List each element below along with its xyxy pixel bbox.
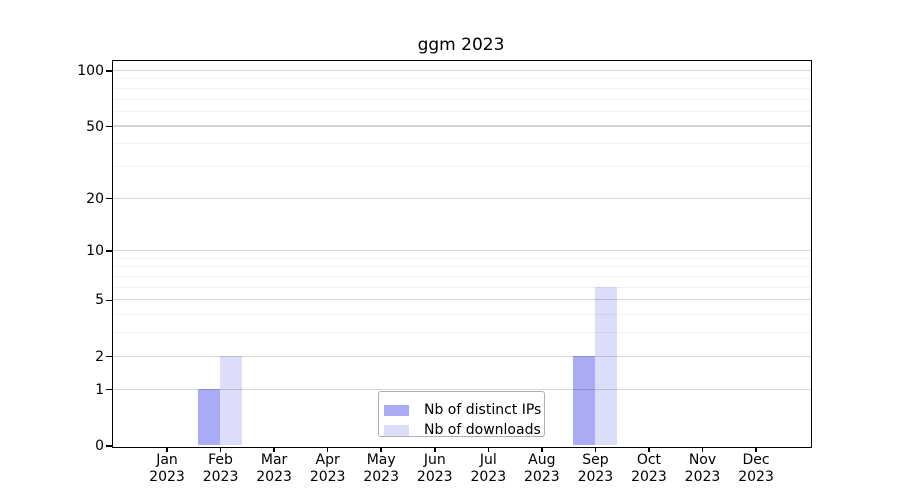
y-tick-50	[106, 125, 112, 128]
gridline-major-2	[112, 355, 811, 357]
x-tick-sep	[594, 447, 597, 452]
plot-area	[111, 59, 812, 448]
gridline-minor-30	[112, 165, 811, 167]
gridline-major-5	[112, 299, 811, 301]
gridline-minor-4	[112, 314, 811, 316]
y-tick-2	[106, 355, 112, 358]
legend-item-distinct-ips: Nb of distinct IPs	[379, 400, 544, 420]
gridline-minor-40	[112, 143, 811, 145]
legend: Nb of distinct IPs Nb of downloads	[378, 391, 545, 440]
y-tick-label-5: 5	[95, 292, 104, 309]
gridline-minor-6	[112, 286, 811, 288]
gridline-minor-8	[112, 266, 811, 268]
gridline-major-100	[112, 69, 811, 72]
gridline-minor-90	[112, 78, 811, 80]
gridline-major-10	[112, 250, 811, 252]
x-tick-label-jul: Jul 2023	[470, 452, 507, 485]
gridline-major-50	[112, 125, 811, 127]
gridline-minor-80	[112, 87, 811, 89]
x-tick-label-jan: Jan 2023	[149, 452, 185, 485]
x-tick-nov	[701, 447, 704, 452]
x-tick-label-mar: Mar 2023	[256, 452, 292, 485]
y-tick-1	[106, 388, 112, 391]
gridline-minor-60	[112, 110, 811, 112]
x-tick-label-aug: Aug 2023	[524, 452, 560, 485]
legend-label-distinct-ips: Nb of distinct IPs	[424, 402, 542, 418]
y-tick-label-0: 0	[95, 438, 104, 454]
x-tick-jul	[487, 447, 490, 452]
x-tick-label-may: May 2023	[363, 452, 399, 485]
legend-swatch-downloads	[384, 424, 409, 436]
y-tick-10	[106, 250, 112, 252]
x-tick-feb	[219, 447, 222, 452]
x-tick-apr	[326, 447, 329, 452]
bar-nb-of-distinct-ips-feb	[198, 389, 221, 446]
x-tick-jun	[434, 447, 436, 452]
gridline-major-1	[112, 388, 811, 390]
x-tick-oct	[648, 447, 650, 452]
gridline-minor-9	[112, 257, 811, 259]
x-tick-dec	[755, 447, 757, 452]
gridline-minor-3	[112, 332, 811, 334]
x-tick-aug	[541, 447, 543, 452]
legend-item-downloads: Nb of downloads	[379, 420, 544, 440]
x-tick-label-dec: Dec 2023	[738, 452, 774, 485]
bar-nb-of-distinct-ips-sep	[573, 356, 595, 446]
y-tick-5	[106, 299, 112, 302]
x-tick-label-feb: Feb 2023	[202, 452, 239, 485]
y-tick-label-1: 1	[95, 381, 104, 398]
chart-title: ggm 2023	[417, 35, 505, 55]
bar-nb-of-downloads-feb	[220, 356, 242, 446]
y-tick-label-50: 50	[86, 118, 104, 135]
y-tick-100	[106, 70, 112, 72]
y-tick-label-100: 100	[77, 63, 104, 79]
gridline-minor-70	[112, 98, 811, 100]
x-tick-label-oct: Oct 2023	[631, 452, 667, 485]
y-tick-0	[106, 445, 112, 447]
x-tick-label-apr: Apr 2023	[309, 452, 346, 485]
legend-label-downloads: Nb of downloads	[424, 422, 541, 438]
x-tick-label-nov: Nov 2023	[684, 452, 721, 485]
x-tick-may	[380, 447, 382, 452]
bar-nb-of-downloads-sep	[594, 287, 617, 446]
gridline-minor-7	[112, 276, 811, 278]
x-tick-jan	[166, 447, 168, 452]
x-tick-label-jun: Jun 2023	[416, 452, 453, 485]
y-tick-label-2: 2	[95, 348, 104, 365]
y-tick-label-20: 20	[86, 190, 104, 207]
y-tick-20	[106, 197, 112, 200]
x-tick-label-sep: Sep 2023	[577, 452, 614, 485]
gridline-major-20	[112, 197, 811, 199]
legend-swatch-distinct-ips	[384, 404, 409, 416]
y-tick-label-10: 10	[86, 243, 104, 260]
x-tick-mar	[273, 447, 275, 452]
